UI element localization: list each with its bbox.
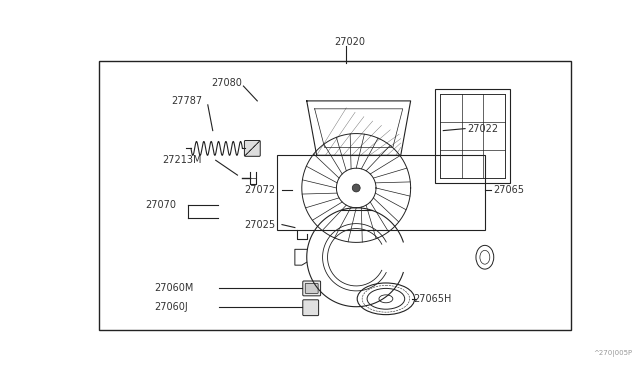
Bar <box>99 61 571 330</box>
Text: 27065: 27065 <box>493 185 524 195</box>
Text: 27072: 27072 <box>244 185 276 195</box>
Bar <box>277 155 485 230</box>
Text: 27020: 27020 <box>335 36 365 46</box>
Text: 27787: 27787 <box>171 96 202 106</box>
Text: 27060J: 27060J <box>154 302 188 312</box>
Circle shape <box>352 184 360 192</box>
Text: 27060M: 27060M <box>154 283 194 293</box>
Text: 27070: 27070 <box>145 200 177 210</box>
FancyBboxPatch shape <box>303 281 321 296</box>
FancyBboxPatch shape <box>244 141 260 156</box>
Text: 27022: 27022 <box>467 124 498 134</box>
FancyBboxPatch shape <box>305 283 318 294</box>
FancyBboxPatch shape <box>303 300 319 315</box>
Text: 27065H: 27065H <box>413 294 452 304</box>
Text: 27080: 27080 <box>211 78 242 88</box>
Text: ^270|005P: ^270|005P <box>594 350 633 357</box>
Text: 27025: 27025 <box>244 219 276 230</box>
Bar <box>440 94 505 178</box>
Text: 27213M: 27213M <box>163 155 202 165</box>
Bar <box>435 89 509 183</box>
